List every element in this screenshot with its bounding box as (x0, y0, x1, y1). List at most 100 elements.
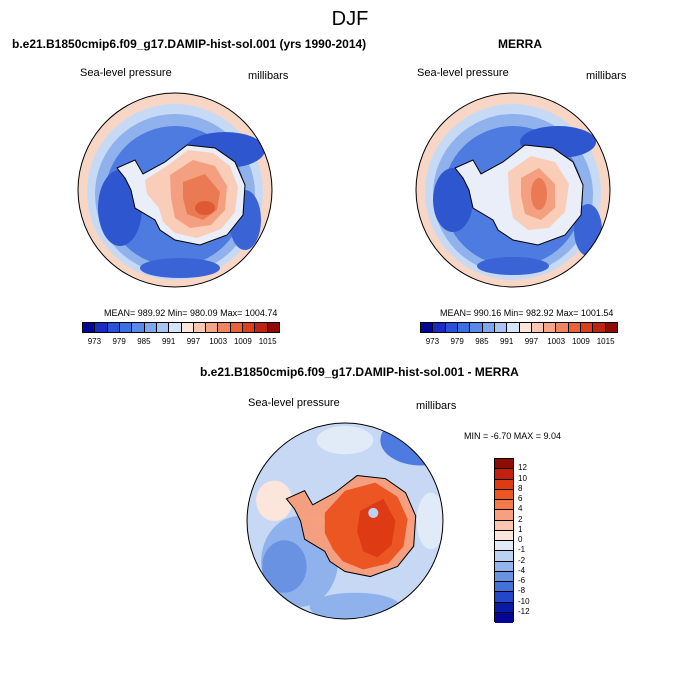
model-colorbar-swatch (193, 323, 207, 332)
model-colorbar-ticks: 973 979 985 991 997 1003 1009 1015 (82, 337, 280, 349)
diff-colorbar-swatch (495, 582, 513, 593)
diff-colorbar-swatch (495, 479, 513, 490)
obs-colorbar-tick-label: 973 (425, 337, 440, 346)
obs-colorbar-tick-label: 991 (499, 337, 514, 346)
diff-colorbar-tick-label: 12 (518, 463, 527, 473)
diff-panel-title: b.e21.B1850cmip6.f09_g17.DAMIP-hist-sol.… (200, 365, 519, 379)
model-colorbar-swatch (95, 323, 108, 332)
obs-units-label: millibars (586, 70, 627, 82)
diff-colorbar-tick-label: -1 (518, 545, 526, 555)
figure-title: DJF (331, 8, 369, 30)
obs-colorbar-swatch (593, 323, 606, 332)
model-stats: MEAN= 989.92 Min= 980.09 Max= 1004.74 (104, 308, 278, 318)
diff-colorbar-tick-label: -8 (518, 586, 526, 596)
obs-colorbar-tick-label: 997 (524, 337, 539, 346)
obs-colorbar-swatch (457, 323, 471, 332)
model-colorbar-swatch (218, 323, 231, 332)
diff-units-label: millibars (416, 400, 457, 412)
diff-colorbar-swatch (495, 489, 513, 500)
model-colorbar-swatch (206, 323, 219, 332)
obs-colorbar-tick-label: 1015 (596, 337, 615, 346)
obs-colorbar-swatch (556, 323, 569, 332)
model-colorbar-swatch (119, 323, 133, 332)
diff-colorbar-swatch (495, 612, 513, 623)
obs-colorbar-swatch (507, 323, 520, 332)
diff-colorbar-tick-label: 10 (518, 473, 527, 483)
diff-colorbar-tick-label: -6 (518, 576, 526, 585)
obs-colorbar-ticks: 973 979 985 991 997 1003 1009 1015 (420, 337, 618, 349)
model-colorbar-swatch (144, 323, 157, 332)
model-polar-map (77, 92, 273, 288)
obs-variable-label: Sea-level pressure (417, 67, 509, 79)
diff-colorbar-tick-label: -4 (518, 565, 526, 575)
model-colorbar-tick-label: 991 (161, 337, 176, 346)
diff-colorbar-swatch (495, 551, 513, 562)
obs-colorbar-swatch (445, 323, 458, 332)
model-colorbar-swatch (156, 323, 170, 332)
diff-colorbar-tick-label: 1 (518, 524, 523, 534)
diff-colorbar-swatch (495, 530, 513, 541)
obs-polar-map (415, 92, 611, 288)
diff-colorbar-tick-label: 6 (518, 494, 523, 503)
diff-stats: MIN = -6.70 MAX = 9.04 (464, 431, 562, 441)
model-colorbar-tick-label: 985 (137, 337, 151, 346)
model-colorbar (82, 322, 280, 333)
model-colorbar-tick-label: 1009 (233, 337, 252, 346)
diff-colorbar-tick-label: -12 (518, 606, 530, 616)
diff-colorbar-ticks: 12 10 8 6 4 2 1 0 -1 -2 -4 -6 -8 -10 -12 (518, 458, 548, 622)
diff-colorbar-swatch (495, 602, 513, 613)
model-colorbar-tick-label: 1003 (209, 337, 228, 346)
model-colorbar-tick-label: 973 (87, 337, 102, 346)
diff-colorbar-swatch (495, 459, 513, 470)
diff-colorbar-tick-label: -10 (518, 596, 530, 606)
diff-colorbar-swatch (495, 510, 513, 521)
obs-colorbar-swatch (581, 323, 594, 332)
model-colorbar-swatch (169, 323, 182, 332)
obs-colorbar-tick-label: 1003 (547, 337, 566, 346)
diff-colorbar-swatch (495, 500, 513, 511)
diff-colorbar-tick-label: 2 (518, 514, 523, 524)
obs-colorbar (420, 322, 618, 333)
model-colorbar-tick-label: 979 (112, 337, 126, 346)
model-colorbar-swatch (255, 323, 268, 332)
obs-colorbar-swatch (433, 323, 446, 332)
obs-colorbar-swatch (605, 323, 617, 332)
diff-colorbar-swatch (495, 561, 513, 572)
obs-colorbar-swatch (470, 323, 483, 332)
obs-panel-title: MERRA (498, 37, 542, 51)
obs-colorbar-swatch (544, 323, 557, 332)
diff-colorbar-tick-label: 0 (518, 535, 523, 544)
diff-colorbar (494, 458, 514, 623)
obs-colorbar-swatch (568, 323, 582, 332)
model-variable-label: Sea-level pressure (80, 67, 172, 79)
obs-colorbar-swatch (421, 323, 434, 332)
model-colorbar-swatch (83, 323, 96, 332)
obs-colorbar-tick-label: 985 (475, 337, 489, 346)
model-units-label: millibars (248, 70, 289, 82)
obs-colorbar-swatch (482, 323, 495, 332)
model-colorbar-swatch (243, 323, 256, 332)
diff-colorbar-swatch (495, 571, 513, 582)
model-colorbar-swatch (132, 323, 145, 332)
obs-colorbar-swatch (531, 323, 545, 332)
model-colorbar-swatch (267, 323, 279, 332)
model-colorbar-tick-label: 1015 (258, 337, 277, 346)
diff-colorbar-tick-label: 4 (518, 504, 523, 514)
obs-colorbar-swatch (519, 323, 532, 332)
diff-polar-map (246, 422, 444, 620)
model-colorbar-swatch (230, 323, 244, 332)
diff-colorbar-tick-label: 8 (518, 483, 523, 493)
diff-colorbar-swatch (495, 592, 513, 603)
diff-colorbar-swatch (495, 469, 513, 480)
obs-stats: MEAN= 990.16 Min= 982.92 Max= 1001.54 (440, 308, 614, 318)
diff-colorbar-swatch (495, 541, 513, 552)
diff-variable-label: Sea-level pressure (248, 397, 340, 409)
obs-colorbar-tick-label: 1009 (571, 337, 590, 346)
diff-colorbar-tick-label: -2 (518, 555, 526, 565)
obs-colorbar-swatch (494, 323, 508, 332)
model-panel-title: b.e21.B1850cmip6.f09_g17.DAMIP-hist-sol.… (12, 37, 367, 51)
model-colorbar-tick-label: 997 (186, 337, 201, 346)
obs-colorbar-tick-label: 979 (450, 337, 464, 346)
model-colorbar-swatch (181, 323, 194, 332)
